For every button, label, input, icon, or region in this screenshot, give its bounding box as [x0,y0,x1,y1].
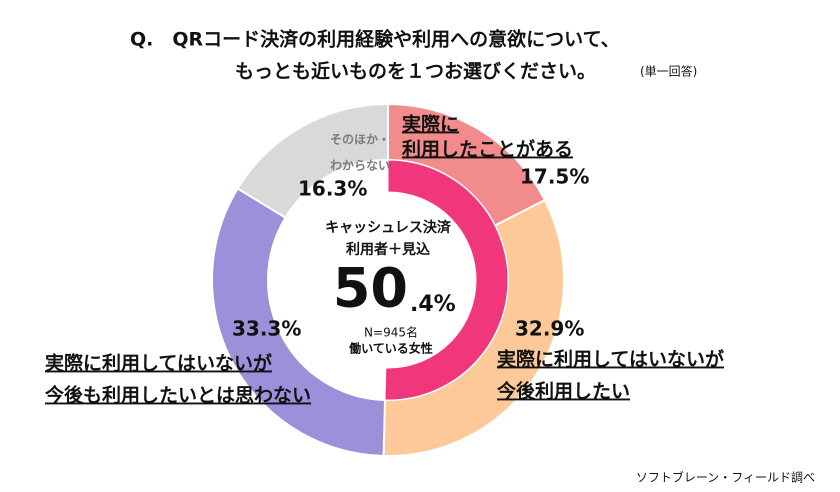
value-label: 33.3% [232,317,301,341]
center-value: 50 [333,257,408,320]
inner-ring [384,159,509,401]
value-label: 32.9% [515,317,584,341]
segment-label: 実際に [402,113,459,136]
sample-note: N=945名 [364,325,418,340]
title-note: (単一回答) [640,64,697,79]
title-line: Q. QRコード決済の利用経験や利用への意欲について、 [130,28,620,51]
title-line: もっとも近いものを１つお選びください。 [235,61,596,83]
sample-note: 働いている女性 [348,341,433,356]
center-label: キャッシュレス決済 [325,219,452,236]
center [300,192,476,368]
source: ソフトブレーン・フィールド調べ [636,470,815,485]
value-label: 17.5% [520,165,589,189]
segment-label: 利用したことがある [402,138,573,161]
segment-label: 今後も利用したいとは思わない [44,384,311,407]
center-value-decimal: .4% [410,292,456,317]
segment-label: わからない [330,159,390,173]
value-label: 16.3% [298,177,367,201]
segment-label: 実際に利用してはいないが [497,348,724,371]
segment-label: 実際に利用してはいないが [45,352,272,375]
donut-segment [236,102,389,219]
segment-label: 今後利用したい [496,380,630,403]
center-label: 利用者＋見込 [346,241,430,258]
donut-segment [211,187,387,457]
segment-label: そのほか・ [330,133,390,147]
